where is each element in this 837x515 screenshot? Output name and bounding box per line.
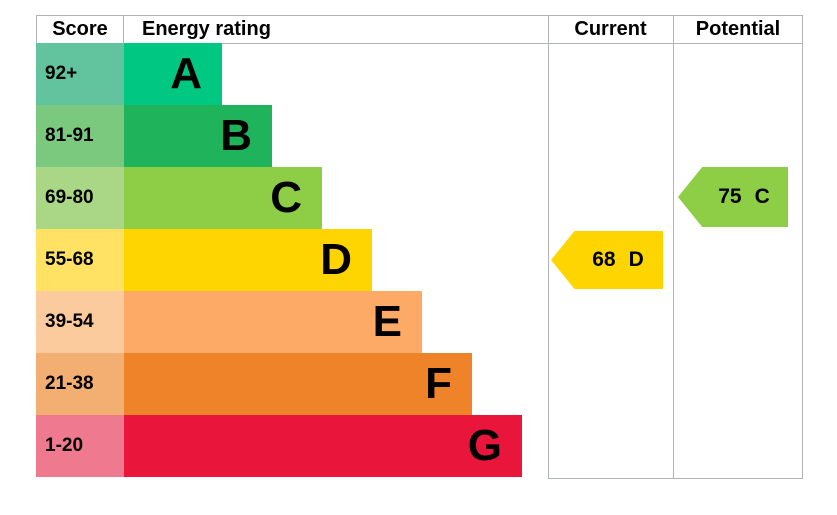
- score-range-cell: 39-54: [36, 291, 124, 353]
- score-range-label: 81-91: [45, 125, 94, 146]
- band-letter: C: [270, 173, 302, 222]
- band-letter: B: [220, 111, 252, 160]
- score-range-label: 21-38: [45, 373, 94, 394]
- band-bar: E: [124, 291, 422, 353]
- score-range-label: 39-54: [45, 311, 94, 332]
- current-rating-grade: D: [628, 248, 644, 271]
- potential-header-label: Potential: [695, 17, 781, 40]
- score-range-label: 1-20: [45, 435, 84, 456]
- band-row-b: 81-91 B: [36, 105, 802, 167]
- score-range-label: 55-68: [45, 249, 94, 270]
- score-range-cell: 81-91: [36, 105, 124, 167]
- grid-line-current-left: [548, 15, 549, 479]
- score-header-label: Score: [52, 17, 108, 40]
- band-bar: B: [124, 105, 272, 167]
- band-bar: F: [124, 353, 472, 415]
- band-letter: D: [320, 235, 352, 284]
- band-row-e: 39-54 E: [36, 291, 802, 353]
- score-column-header: Score: [36, 15, 124, 43]
- potential-column-header: Potential: [673, 15, 803, 43]
- grid-line-score-divider: [123, 15, 124, 44]
- grid-line-right: [802, 15, 803, 479]
- score-range-label: 92+: [45, 63, 78, 84]
- band-letter: A: [170, 49, 202, 98]
- band-letter: E: [372, 297, 402, 346]
- potential-rating-grade: C: [754, 185, 770, 208]
- band-bar: C: [124, 167, 322, 229]
- potential-rating-arrow: 75 C: [678, 167, 788, 227]
- band-row-a: 92+ A: [36, 43, 802, 105]
- band-letter: F: [425, 359, 452, 408]
- grid-line-current-potential-divider: [673, 15, 674, 479]
- potential-rating-value: 75: [718, 185, 742, 208]
- current-column-header: Current: [548, 15, 673, 43]
- grid-line-top: [36, 15, 803, 16]
- grid-line-header-bottom: [36, 43, 803, 44]
- band-row-g: 1-20 G: [36, 415, 802, 477]
- band-row-f: 21-38 F: [36, 353, 802, 415]
- score-range-cell: 1-20: [36, 415, 124, 477]
- score-range-cell: 69-80: [36, 167, 124, 229]
- current-rating-arrow: 68 D: [551, 231, 663, 289]
- score-range-cell: 92+: [36, 43, 124, 105]
- score-range-cell: 55-68: [36, 229, 124, 291]
- score-range-label: 69-80: [45, 187, 94, 208]
- band-bar: D: [124, 229, 372, 291]
- energy-rating-header-label: Energy rating: [142, 17, 271, 40]
- band-bar: A: [124, 43, 222, 105]
- grid-line-header-left: [36, 15, 37, 44]
- band-bar: G: [124, 415, 522, 477]
- band-row-d: 55-68 D: [36, 229, 802, 291]
- current-header-label: Current: [574, 17, 647, 40]
- score-range-cell: 21-38: [36, 353, 124, 415]
- band-row-c: 69-80 C: [36, 167, 802, 229]
- grid-line-bottom-right: [548, 478, 803, 479]
- energy-rating-column-header: Energy rating: [124, 15, 548, 43]
- band-letter: G: [467, 421, 502, 470]
- current-rating-value: 68: [592, 248, 616, 271]
